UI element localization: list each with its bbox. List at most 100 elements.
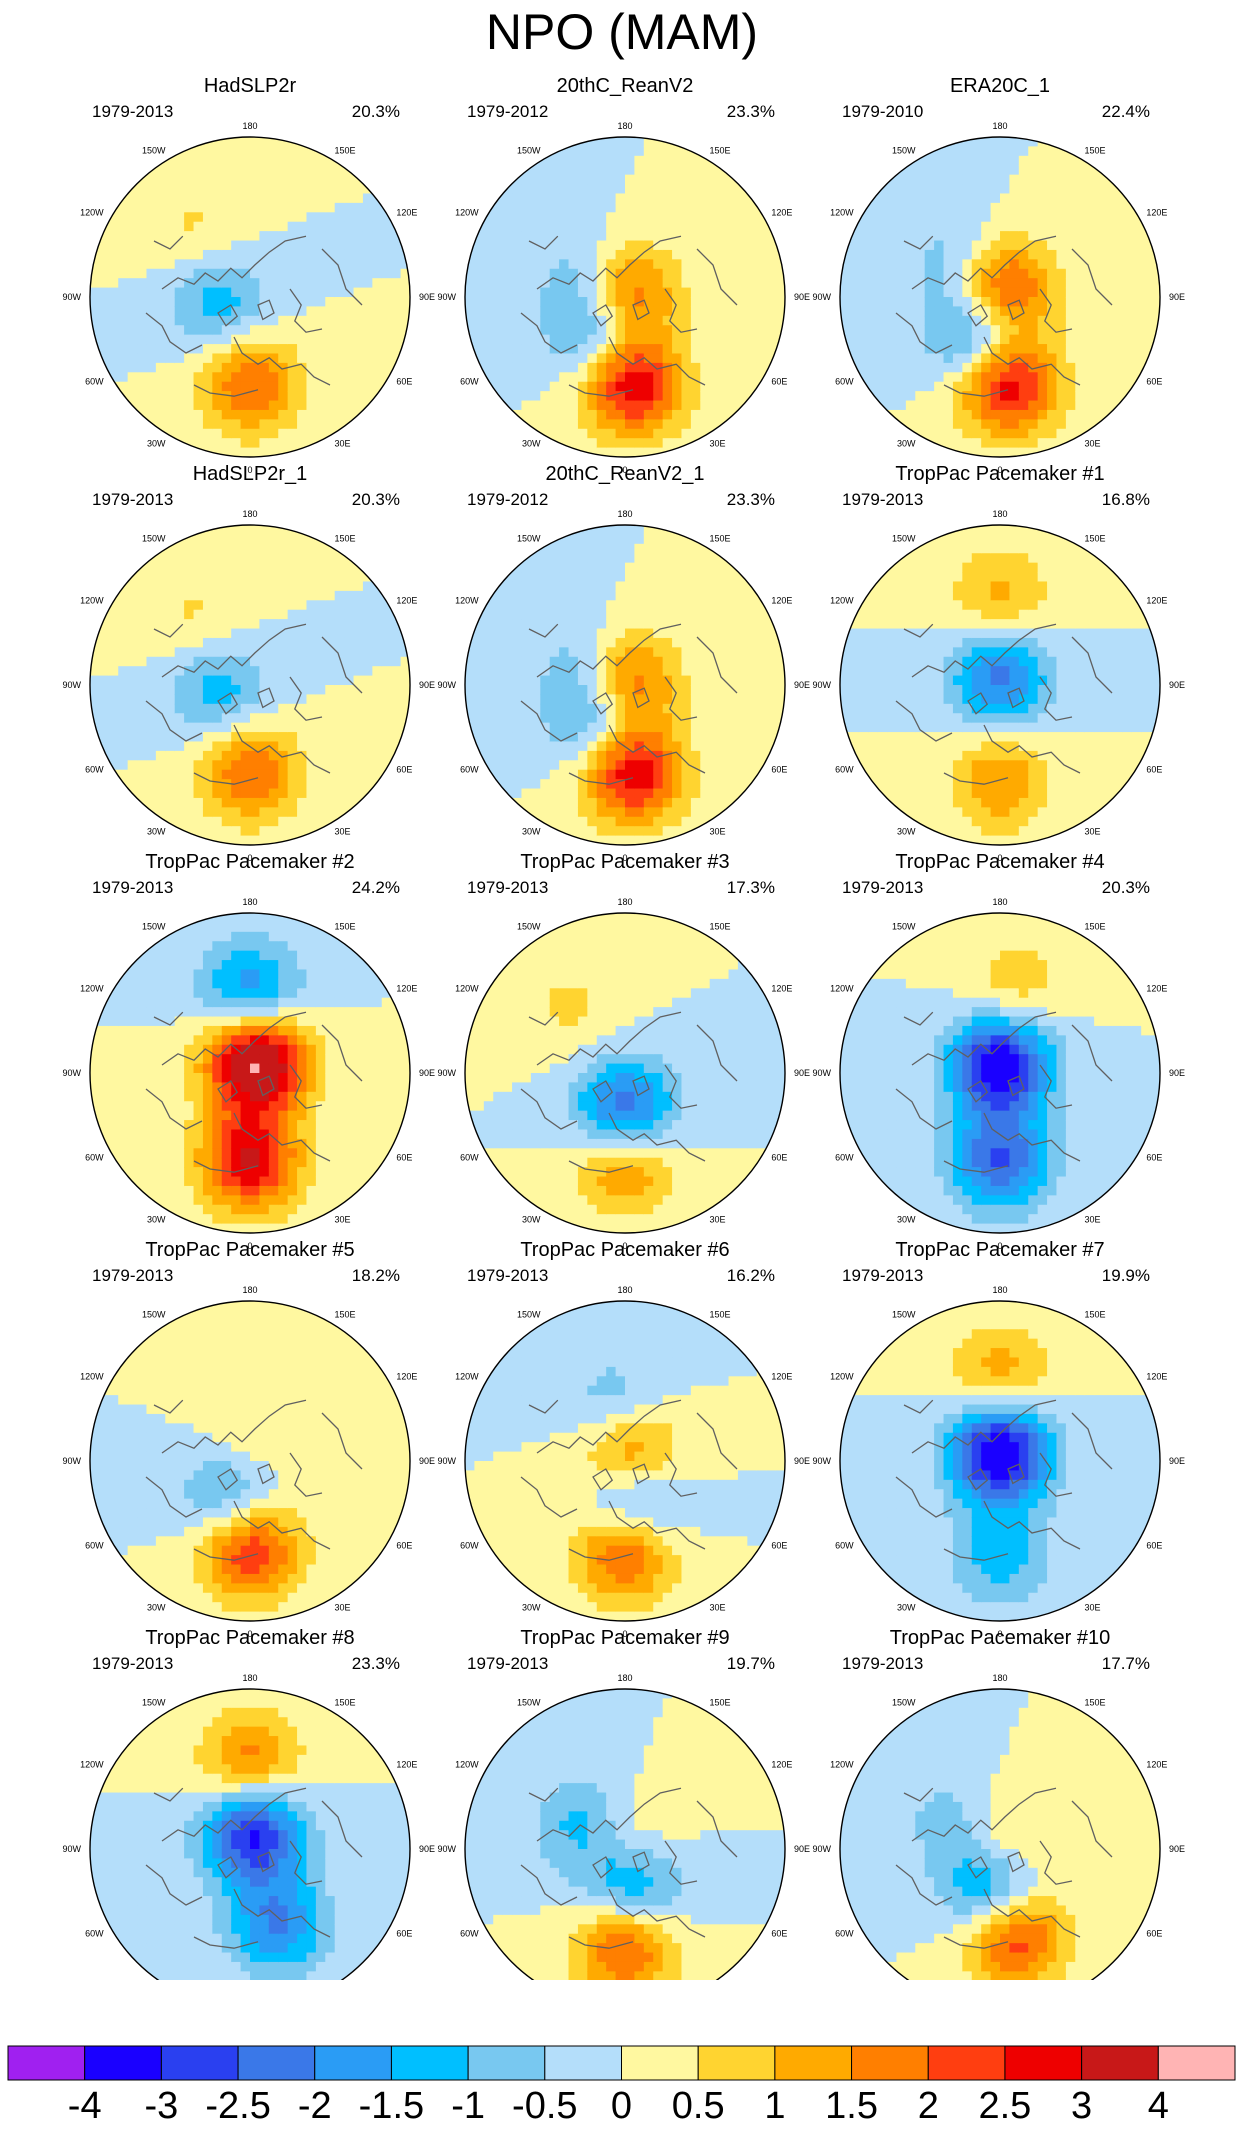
- colorbar-tick-label: -3: [145, 2085, 179, 2127]
- longitude-label: 30W: [147, 438, 166, 448]
- longitude-label: 120W: [80, 1372, 104, 1382]
- map-border: [839, 1300, 1161, 1622]
- map-border: [839, 524, 1161, 846]
- longitude-label: 150E: [335, 1310, 356, 1320]
- contour-field: [90, 137, 410, 457]
- panel-title: HadSLP2r: [204, 75, 297, 97]
- longitude-label: 0: [997, 1241, 1002, 1251]
- longitude-label: 90E: [1169, 292, 1185, 302]
- panel-years: 1979-2013: [92, 878, 173, 897]
- colorbar-swatch: [84, 2045, 162, 2081]
- longitude-label: 150E: [335, 146, 356, 156]
- longitude-label: 180: [617, 509, 632, 519]
- longitude-label: 120E: [396, 596, 417, 606]
- longitude-label: 60E: [771, 1541, 787, 1551]
- longitude-label: 30W: [522, 826, 541, 836]
- longitude-label: 150E: [335, 922, 356, 932]
- panel-years: 1979-2013: [842, 1266, 923, 1285]
- map-panel: 20thC_ReanV2 1979-2012 23.3% 180 150E 120E 90E…: [437, 75, 810, 475]
- coastlines: [895, 1011, 1113, 1173]
- longitude-label: 60W: [460, 765, 479, 775]
- longitude-label: 60W: [835, 377, 854, 387]
- longitude-label: 120W: [455, 1372, 479, 1382]
- longitude-label: 60E: [396, 1929, 412, 1939]
- longitude-label: 120W: [80, 596, 104, 606]
- longitude-label: 30E: [335, 826, 351, 836]
- coastlines: [895, 235, 1113, 397]
- panel-variance: 19.9%: [1102, 1266, 1150, 1285]
- map-border: [464, 524, 786, 846]
- panel-grid: HadSLP2r 1979-2013 20.3% 180 150E 120E 90E 60E 3…: [62, 75, 1185, 1980]
- longitude-label: 180: [992, 1673, 1007, 1683]
- panel-variance: 16.8%: [1102, 490, 1150, 509]
- longitude-label: 90E: [419, 1844, 435, 1854]
- coastlines: [895, 1399, 1113, 1561]
- longitude-label: 120E: [396, 1760, 417, 1770]
- longitude-label: 60W: [460, 1153, 479, 1163]
- coastlines: [520, 1399, 738, 1561]
- longitude-label: 120W: [80, 1760, 104, 1770]
- panel-years: 1979-2012: [467, 490, 548, 509]
- longitude-label: 30W: [147, 826, 166, 836]
- colorbar-tick-label: 2: [918, 2085, 939, 2127]
- longitude-label: 90W: [812, 680, 831, 690]
- longitude-label: 30E: [1085, 438, 1101, 448]
- panel-title: TropPac Pacemaker #2: [145, 851, 354, 873]
- longitude-label: 150E: [710, 1310, 731, 1320]
- longitude-label: 60E: [396, 377, 412, 387]
- colorbar-tick-label: -0.5: [512, 2085, 577, 2127]
- longitude-label: 150W: [142, 534, 166, 544]
- longitude-label: 30E: [710, 1214, 726, 1224]
- colorbar-tick-label: 1.5: [825, 2085, 878, 2127]
- longitude-label: 150W: [517, 1698, 541, 1708]
- longitude-label: 90E: [419, 680, 435, 690]
- longitude-label: 90E: [794, 1068, 810, 1078]
- map-panel: TropPac Pacemaker #6 1979-2013 16.2% 180 150…: [437, 1239, 810, 1639]
- colorbar-tick-label: -2.5: [205, 2085, 270, 2127]
- longitude-label: 150W: [517, 534, 541, 544]
- longitude-label: 60W: [85, 1153, 104, 1163]
- coastlines: [520, 1787, 738, 1949]
- map-border: [464, 1688, 786, 1980]
- longitude-label: 60E: [771, 765, 787, 775]
- coastlines: [895, 623, 1113, 785]
- colorbar-tick-label: 0: [611, 2085, 632, 2127]
- longitude-label: 60E: [396, 765, 412, 775]
- map-border: [464, 136, 786, 458]
- longitude-label: 90W: [437, 680, 456, 690]
- panel-variance: 24.2%: [352, 878, 400, 897]
- contour-field: [840, 1301, 1160, 1621]
- colorbar-swatch: [314, 2045, 392, 2081]
- longitude-label: 150W: [892, 1310, 916, 1320]
- map-border: [89, 912, 411, 1234]
- map-panel: TropPac Pacemaker #2 1979-2013 24.2% 180 150…: [62, 851, 435, 1251]
- map-border: [839, 136, 1161, 458]
- longitude-label: 90W: [812, 1456, 831, 1466]
- map-border: [839, 1688, 1161, 1980]
- longitude-label: 90E: [794, 1456, 810, 1466]
- longitude-label: 150W: [517, 1310, 541, 1320]
- longitude-label: 150W: [517, 146, 541, 156]
- longitude-label: 30E: [710, 1602, 726, 1612]
- panel-years: 1979-2012: [467, 102, 548, 121]
- colorbar-swatch: [1081, 2045, 1159, 2081]
- longitude-label: 150E: [710, 1698, 731, 1708]
- map-border: [89, 1688, 411, 1980]
- panel-variance: 23.3%: [727, 102, 775, 121]
- longitude-label: 150E: [1085, 146, 1106, 156]
- longitude-label: 90E: [1169, 680, 1185, 690]
- longitude-label: 60W: [85, 765, 104, 775]
- map-panel: HadSLP2r 1979-2013 20.3% 180 150E 120E 90E 60E 3…: [62, 75, 435, 475]
- longitude-label: 150E: [1085, 922, 1106, 932]
- longitude-label: 90E: [419, 1068, 435, 1078]
- colorbar-swatch: [160, 2045, 239, 2081]
- colorbar-swatch: [927, 2045, 1006, 2081]
- longitude-label: 90W: [62, 1068, 81, 1078]
- coastlines: [520, 623, 738, 785]
- colorbar-tick-label: 3: [1071, 2085, 1092, 2127]
- longitude-label: 60W: [460, 1929, 479, 1939]
- longitude-label: 180: [242, 121, 257, 131]
- coastlines: [145, 1399, 363, 1561]
- longitude-label: 0: [997, 853, 1002, 863]
